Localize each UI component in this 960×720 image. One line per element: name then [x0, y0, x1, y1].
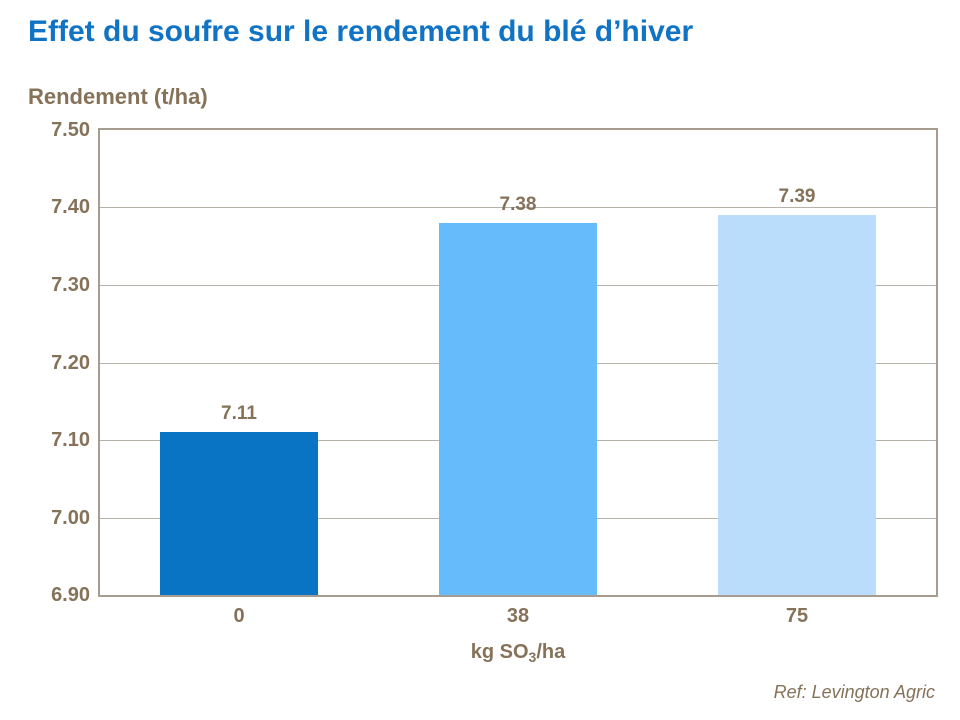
y-axis-labels: 7.50 7.40 7.30 7.20 7.10 7.00 6.90 — [0, 119, 90, 606]
bar-value-label-0: 7.11 — [221, 403, 257, 424]
y-tick-7.10: 7.10 — [51, 429, 90, 451]
bar-75 — [718, 215, 876, 595]
bar-value-label-75: 7.39 — [778, 186, 816, 207]
source-reference: Ref: Levington Agric — [773, 682, 935, 702]
x-axis-title-subscript: 3 — [528, 649, 537, 665]
x-axis-labels: 0 38 75 — [100, 603, 936, 629]
x-tick-38: 38 — [506, 605, 530, 627]
bar-value-label-38: 7.38 — [499, 194, 537, 215]
y-tick-7.20: 7.20 — [51, 352, 90, 374]
bar-0 — [160, 432, 318, 595]
x-tick-0: 0 — [233, 605, 245, 627]
y-tick-7.50: 7.50 — [51, 119, 90, 141]
plot-area: 7.11 7.38 7.39 — [98, 128, 938, 597]
bar-38 — [439, 223, 597, 595]
x-axis-title-unit: /ha — [536, 641, 566, 663]
x-axis-title-text: kg SO — [470, 641, 529, 663]
x-axis-title: kg SO3/ha — [98, 641, 938, 664]
x-tick-75: 75 — [785, 605, 809, 627]
gridline-7.40 — [100, 207, 936, 208]
y-tick-7.30: 7.30 — [51, 274, 90, 296]
chart-title: Effet du soufre sur le rendement du blé … — [28, 15, 694, 48]
y-tick-6.90: 6.90 — [51, 584, 90, 606]
y-axis-title: Rendement (t/ha) — [28, 84, 208, 109]
y-tick-7.00: 7.00 — [51, 507, 90, 529]
y-tick-7.40: 7.40 — [51, 196, 90, 218]
